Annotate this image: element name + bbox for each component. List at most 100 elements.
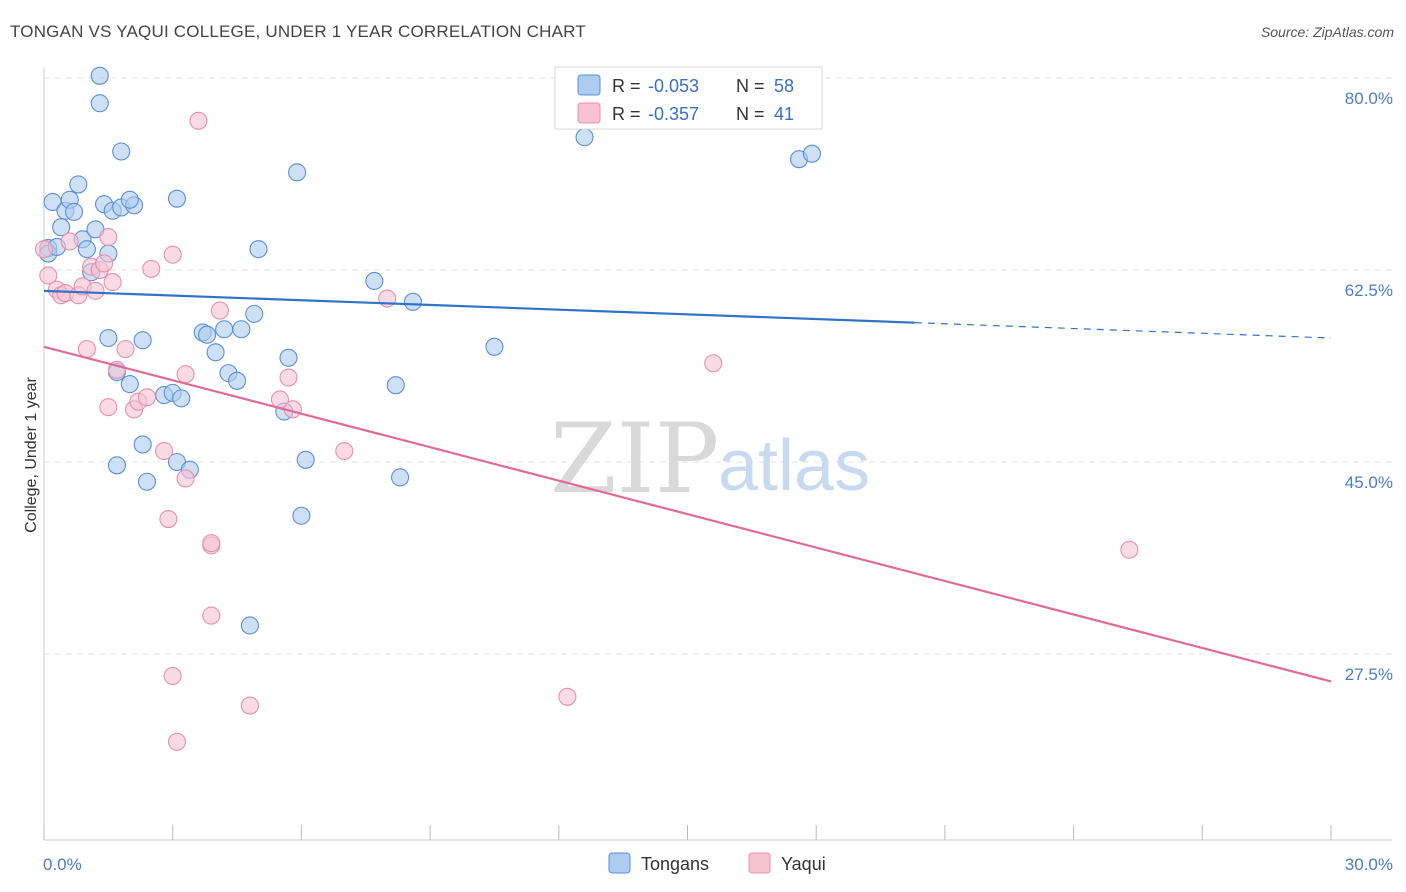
- yaqui-point-21: [142, 259, 161, 278]
- tongan-point-51: [575, 128, 594, 147]
- bottom-legend-swatch-tongan: [608, 852, 631, 874]
- yaqui-point-13: [99, 228, 118, 247]
- tongan-point-47: [386, 376, 405, 395]
- tongan-point-53: [802, 144, 821, 163]
- yaqui-trend-line: [43, 345, 1332, 683]
- yaqui-point-33: [210, 301, 229, 320]
- trend-lines: [43, 289, 1332, 683]
- yaqui-point-36: [279, 368, 298, 387]
- yaqui-point-20: [137, 388, 157, 407]
- bottom-legend-tongans: Tongans: [641, 854, 709, 874]
- yaqui-point-0: [34, 240, 54, 259]
- yaqui-point-30: [202, 606, 221, 625]
- y-tick-label-0: 80.0%: [1345, 89, 1393, 108]
- legend-r-value-yaqui: -0.357: [648, 104, 699, 124]
- x-tick-labels: 0.0% 30.0%: [43, 855, 1393, 874]
- tongan-point-44: [292, 506, 311, 525]
- y-axis-label: College, Under 1 year: [23, 377, 40, 533]
- yaqui-point-41: [704, 354, 723, 373]
- yaqui-point-40: [558, 687, 577, 706]
- legend-swatch-yaqui: [577, 102, 601, 124]
- x-tick-label-0: 0.0%: [43, 855, 82, 874]
- tongan-point-36: [228, 371, 247, 390]
- tongan-trend-extension: [914, 322, 1332, 339]
- tongan-point-56: [120, 190, 139, 209]
- tongan-trend-line: [43, 289, 915, 324]
- yaqui-point-10: [86, 281, 105, 300]
- tongan-point-40: [240, 616, 259, 635]
- watermark: ZIP atlas: [550, 403, 870, 515]
- yaqui-point-32: [202, 534, 221, 553]
- tongan-point-43: [288, 163, 307, 182]
- yaqui-point-1: [39, 266, 58, 285]
- yaqui-point-25: [163, 666, 182, 685]
- tongan-point-48: [391, 468, 410, 487]
- yaqui-point-22: [155, 441, 174, 461]
- yaqui-point-26: [167, 732, 187, 751]
- tongan-point-20: [99, 328, 118, 348]
- tongan-point-55: [167, 189, 187, 208]
- tongan-point-17: [112, 142, 131, 161]
- yaqui-point-14: [103, 273, 122, 292]
- yaqui-point-12: [95, 254, 114, 273]
- legend-n-value-tongan: 58: [774, 76, 794, 96]
- tongan-point-45: [296, 450, 315, 469]
- tongan-point-9: [77, 240, 96, 259]
- source-label: Source: ZipAtlas.com: [1260, 24, 1394, 40]
- yaqui-point-5: [60, 232, 79, 251]
- watermark-zip: ZIP: [550, 403, 719, 515]
- tongan-point-37: [232, 320, 251, 339]
- axes: [43, 68, 1392, 841]
- tongan-point-6: [64, 202, 84, 221]
- tongan-point-39: [249, 240, 268, 259]
- yaqui-point-29: [189, 111, 208, 130]
- yaqui-point-24: [163, 245, 182, 264]
- legend-r-value-tongan: -0.053: [648, 76, 699, 96]
- tongan-point-28: [172, 389, 191, 408]
- yaqui-point-42: [1120, 540, 1139, 559]
- tongan-point-38: [245, 304, 264, 323]
- tongan-point-13: [90, 66, 109, 85]
- chart-title: TONGAN VS YAQUI COLLEGE, UNDER 1 YEAR CO…: [10, 22, 586, 41]
- series-legend: Tongans Yaqui: [608, 852, 826, 874]
- legend-n-label-yaqui: N =: [736, 104, 765, 124]
- tongan-point-23: [133, 331, 152, 350]
- bottom-legend-yaqui: Yaqui: [781, 854, 826, 874]
- yaqui-point-28: [176, 469, 195, 488]
- tongan-points: [39, 66, 821, 635]
- watermark-atlas: atlas: [718, 426, 870, 506]
- tongan-point-12: [90, 94, 109, 113]
- legend-r-label-yaqui: R =: [612, 104, 641, 124]
- tongan-point-46: [365, 271, 384, 291]
- tongan-point-54: [107, 456, 126, 475]
- yaqui-point-34: [240, 696, 259, 715]
- tongan-point-33: [206, 343, 225, 362]
- yaqui-point-8: [77, 339, 96, 359]
- tongan-point-25: [137, 472, 157, 491]
- legend-n-label-tongan: N =: [736, 76, 765, 96]
- tongan-point-49: [403, 292, 422, 311]
- tongan-point-22: [120, 375, 139, 394]
- legend-r-label-tongan: R =: [612, 76, 641, 96]
- y-tick-label-1: 62.5%: [1345, 281, 1393, 300]
- yaqui-point-16: [116, 339, 135, 359]
- tongan-point-42: [279, 348, 298, 367]
- y-tick-label-3: 27.5%: [1345, 665, 1393, 684]
- bottom-legend-swatch-yaqui: [748, 852, 771, 874]
- y-tick-label-2: 45.0%: [1345, 473, 1393, 492]
- tongan-point-50: [485, 337, 504, 356]
- stats-legend: R = -0.053 N = 58 R = -0.357 N = 41: [554, 66, 823, 130]
- yaqui-point-38: [335, 441, 354, 461]
- tongan-point-34: [215, 320, 234, 339]
- yaqui-point-23: [159, 510, 178, 529]
- x-tick-label-1: 30.0%: [1345, 855, 1393, 874]
- tongan-point-32: [197, 325, 217, 344]
- yaqui-point-27: [176, 365, 195, 384]
- legend-n-value-yaqui: 41: [774, 104, 794, 124]
- tongan-point-24: [133, 435, 152, 454]
- legend-swatch-tongan: [577, 74, 601, 96]
- y-tick-labels: 80.0% 62.5% 45.0% 27.5%: [1345, 89, 1393, 684]
- yaqui-point-17: [99, 398, 118, 417]
- tongan-point-7: [69, 175, 88, 194]
